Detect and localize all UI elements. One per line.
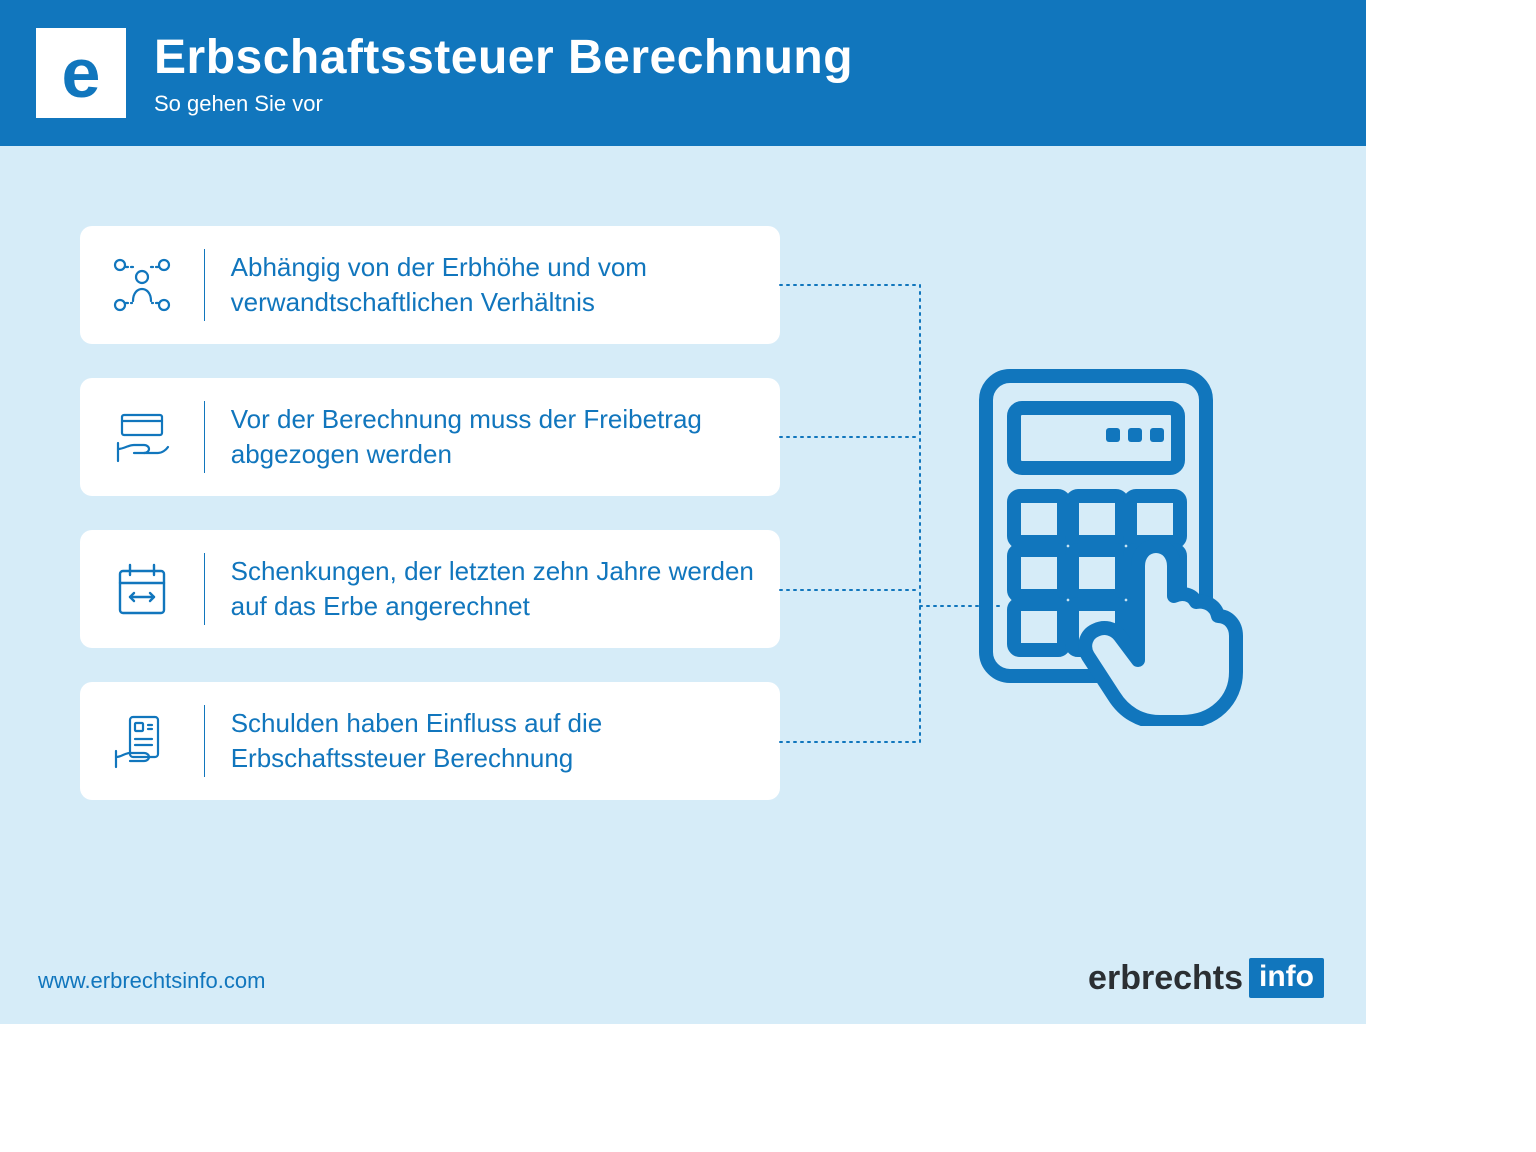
- page-title: Erbschaftssteuer Berechnung: [154, 30, 853, 85]
- card-item: Schulden haben Einfluss auf die Erbschaf…: [80, 682, 780, 800]
- logo-box: e: [36, 28, 126, 118]
- hand-card-icon: [106, 705, 178, 777]
- body-area: Abhängig von der Erbhöhe und vom verwand…: [0, 146, 1366, 1024]
- calculator-hand-icon: [966, 366, 1266, 726]
- cards-column: Abhängig von der Erbhöhe und vom verwand…: [80, 226, 780, 800]
- card-divider: [204, 553, 205, 625]
- page-subtitle: So gehen Sie vor: [154, 91, 853, 117]
- card-divider: [204, 705, 205, 777]
- card-text: Abhängig von der Erbhöhe und vom verwand…: [231, 250, 754, 320]
- card-divider: [204, 401, 205, 473]
- footer-url: www.erbrechtsinfo.com: [38, 968, 265, 994]
- people-network-icon: [106, 249, 178, 321]
- header-text: Erbschaftssteuer Berechnung So gehen Sie…: [154, 30, 853, 117]
- footer-brand: erbrechts info: [1088, 958, 1324, 998]
- card-item: Schenkungen, der letzten zehn Jahre werd…: [80, 530, 780, 648]
- brand-left: erbrechts: [1088, 959, 1243, 998]
- card-text: Schenkungen, der letzten zehn Jahre werd…: [231, 554, 754, 624]
- header-banner: e Erbschaftssteuer Berechnung So gehen S…: [0, 0, 1366, 146]
- card-text: Schulden haben Einfluss auf die Erbschaf…: [231, 706, 754, 776]
- logo-letter: e: [62, 38, 101, 108]
- hand-money-icon: [106, 401, 178, 473]
- card-text: Vor der Berechnung muss der Freibetrag a…: [231, 402, 754, 472]
- card-item: Abhängig von der Erbhöhe und vom verwand…: [80, 226, 780, 344]
- card-item: Vor der Berechnung muss der Freibetrag a…: [80, 378, 780, 496]
- card-divider: [204, 249, 205, 321]
- infographic-page: e Erbschaftssteuer Berechnung So gehen S…: [0, 0, 1366, 1024]
- calendar-arrows-icon: [106, 553, 178, 625]
- brand-right: info: [1249, 958, 1324, 998]
